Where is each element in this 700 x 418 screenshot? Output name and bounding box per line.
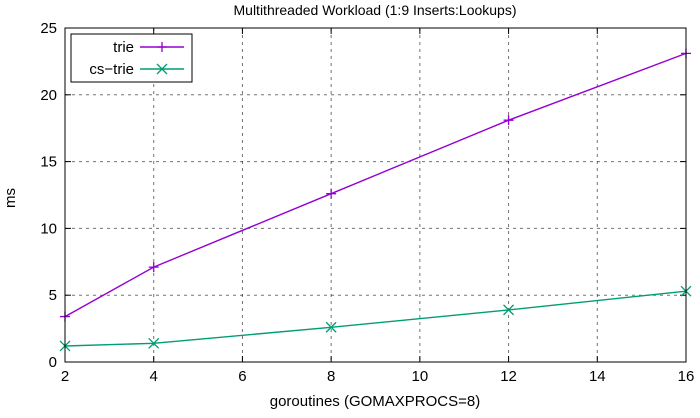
series-line-trie [64, 52, 687, 318]
x-tick-label: 14 [589, 368, 606, 385]
grid-lines [65, 28, 686, 362]
legend-marker-trie [157, 42, 167, 52]
plot-frame [64, 27, 687, 363]
x-tick-label: 4 [150, 368, 158, 385]
y-tick-label: 5 [49, 287, 57, 304]
y-tick-label: 15 [40, 154, 57, 171]
legend-label-trie: trie [113, 39, 134, 56]
y-tick-label: 0 [49, 354, 57, 371]
series-lines [59, 48, 692, 352]
x-tick-label: 10 [412, 368, 429, 385]
data-point-trie [326, 188, 337, 199]
y-tick-label: 25 [40, 20, 57, 37]
legend: trie cs−trie [70, 33, 193, 83]
x-tick-label: 12 [500, 368, 517, 385]
legend-label-cstrie: cs−trie [89, 61, 134, 78]
data-point-cstrie [325, 321, 337, 333]
data-point-cstrie [503, 304, 515, 316]
x-tick-label: 6 [238, 368, 246, 385]
x-tick-label: 16 [678, 368, 695, 385]
series-line-cstrie [64, 290, 687, 347]
x-tick-label: 2 [61, 368, 69, 385]
x-tick-label: 8 [327, 368, 335, 385]
data-point-cstrie [148, 337, 160, 349]
data-point-trie [503, 115, 514, 126]
y-tick-label: 10 [40, 220, 57, 237]
data-point-trie [148, 262, 159, 273]
x-axis-label: goroutines (GOMAXPROCS=8) [270, 393, 481, 410]
y-tick-label: 20 [40, 87, 57, 104]
legend-marker-cstrie [156, 63, 168, 75]
chart-title: Multithreaded Workload (1:9 Inserts:Look… [234, 2, 517, 18]
y-axis-label: ms [2, 188, 19, 208]
legend-box [70, 33, 193, 83]
